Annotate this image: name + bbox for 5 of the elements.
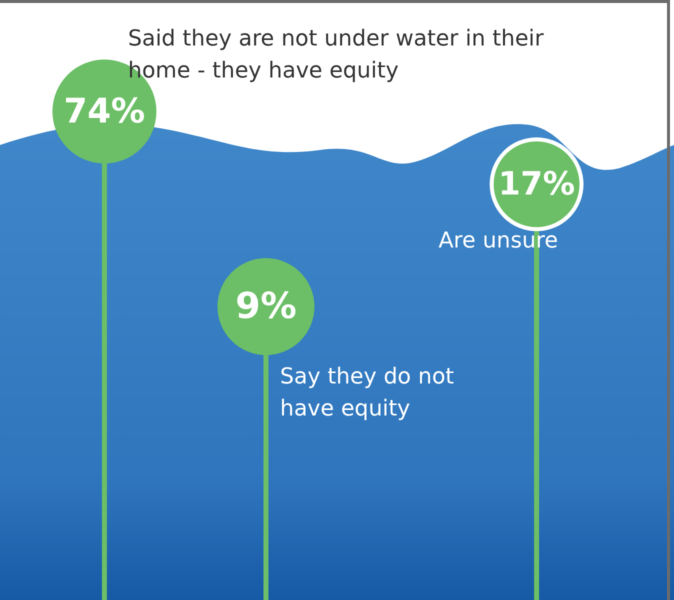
category-label: Are unsure: [438, 228, 558, 254]
category-label: Say they do not have equity: [280, 364, 454, 422]
data-label: 74%: [64, 91, 146, 132]
data-label: 9%: [235, 286, 297, 327]
data-label: 17%: [498, 164, 575, 203]
